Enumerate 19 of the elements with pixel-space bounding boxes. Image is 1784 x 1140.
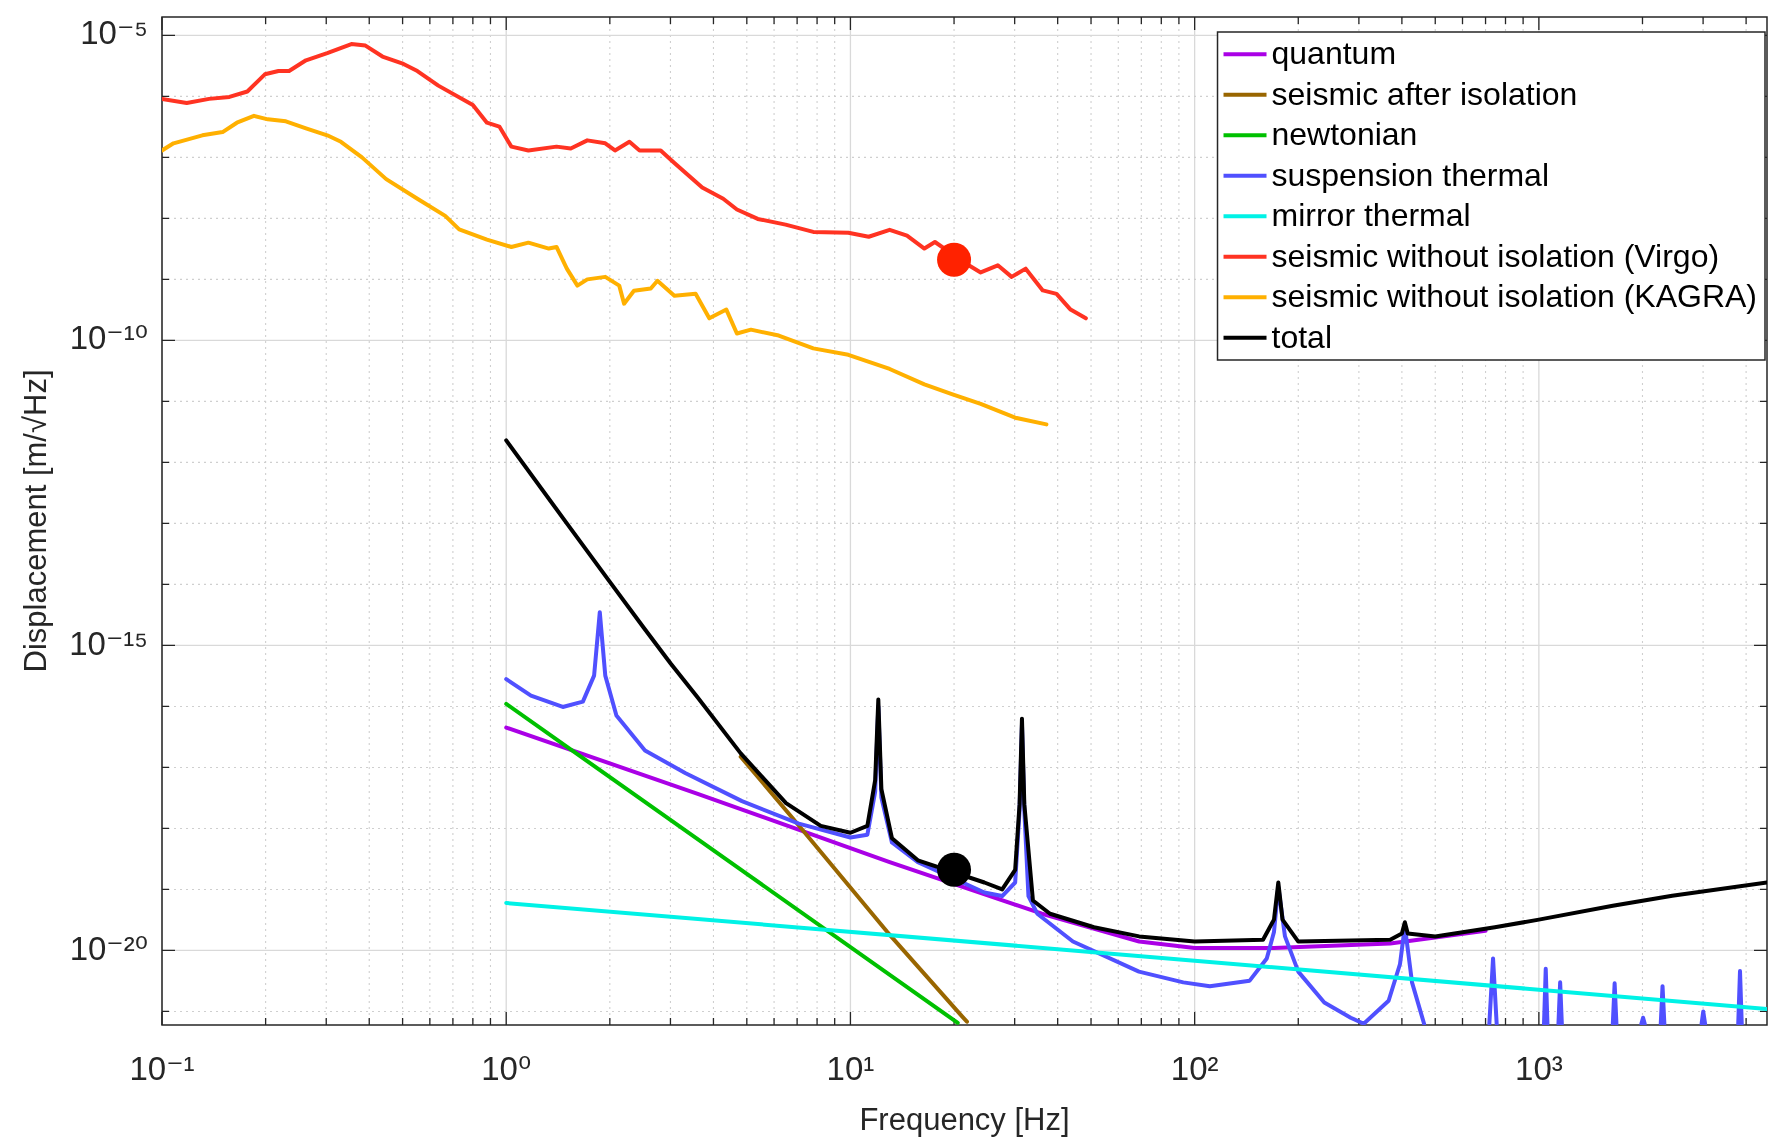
legend-label: newtonian (1271, 116, 1418, 153)
legend-label: suspension thermal (1271, 156, 1549, 193)
x-tick-label: 10⁰ (481, 1049, 532, 1087)
legend-label: seismic without isolation (Virgo) (1271, 237, 1720, 274)
y-tick-label: 10⁻⁵ (80, 14, 148, 52)
x-tick-label: 10³ (1515, 1049, 1563, 1087)
legend-label: quantum (1271, 35, 1397, 72)
legend-label: seismic after isolation (1271, 75, 1578, 112)
legend-label: seismic without isolation (KAGRA) (1271, 278, 1757, 315)
legend-label: total (1271, 318, 1332, 355)
y-axis-title: Displacement [m/√Hz] (18, 369, 54, 673)
y-tick-label: 10⁻¹⁰ (69, 319, 148, 357)
x-tick-label: 10⁻¹ (129, 1049, 195, 1087)
x-tick-label: 10² (1170, 1049, 1219, 1087)
x-tick-label: 10¹ (826, 1049, 875, 1087)
y-tick-label: 10⁻²⁰ (69, 929, 148, 967)
y-tick-label: 10⁻¹⁵ (69, 624, 148, 662)
legend-label: mirror thermal (1271, 197, 1471, 234)
x-axis-title: Frequency [Hz] (859, 1101, 1070, 1137)
